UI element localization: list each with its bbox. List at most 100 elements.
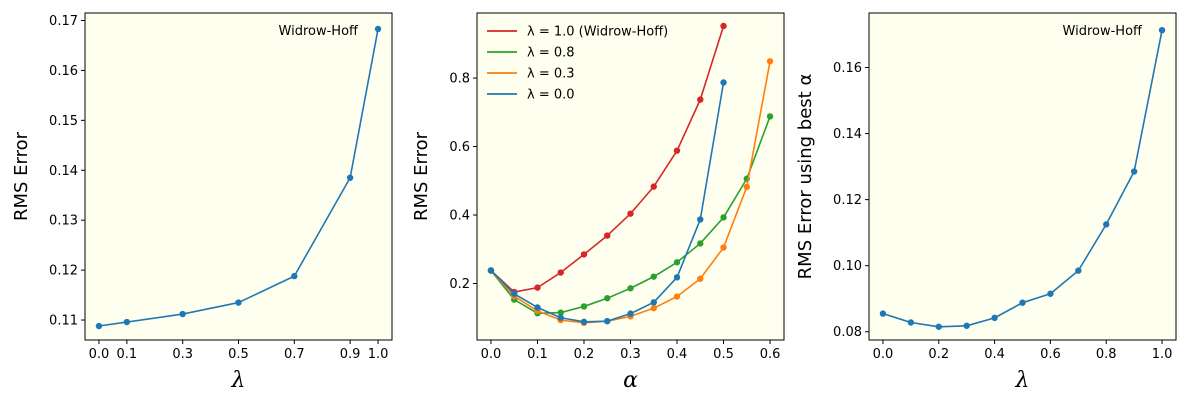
x-tick-label: 0.0 (873, 347, 894, 362)
data-point (1103, 221, 1110, 228)
y-tick-label: 0.2 (449, 277, 470, 292)
x-tick-label: 1.0 (1152, 347, 1173, 362)
x-tick-label: 0.6 (1040, 347, 1061, 362)
data-point (235, 299, 242, 306)
data-point (123, 318, 131, 326)
y-axis-label: RMS Error (411, 131, 432, 221)
data-point (697, 96, 704, 103)
data-point (673, 293, 681, 300)
x-tick-label: 0.3 (172, 347, 193, 362)
data-point (907, 319, 915, 326)
data-point (991, 314, 998, 322)
legend-label: λ = 0.8 (527, 46, 575, 61)
data-point (627, 210, 634, 217)
y-tick-label: 0.6 (449, 140, 470, 155)
data-point (1075, 267, 1082, 274)
x-tick-label: 0.7 (284, 347, 305, 362)
y-tick-label: 0.16 (49, 64, 78, 79)
x-tick-label: 0.0 (89, 347, 110, 362)
data-point (291, 272, 298, 280)
data-point (627, 285, 634, 292)
x-axis-label: λ (231, 368, 246, 393)
data-point (673, 274, 681, 281)
legend-label: λ = 0.3 (527, 67, 575, 82)
data-point (720, 214, 727, 221)
x-tick-label: 0.1 (527, 347, 548, 362)
data-point (1047, 290, 1054, 297)
data-point (511, 290, 518, 297)
x-tick-label: 0.6 (760, 347, 781, 362)
y-tick-label: 0.08 (833, 325, 862, 340)
data-point (935, 323, 942, 330)
data-point (673, 147, 681, 154)
plot-area (868, 12, 1177, 341)
data-point (557, 314, 564, 321)
legend-label: λ = 1.0 (Widrow-Hoff) (527, 25, 668, 40)
x-tick-label: 0.0 (481, 347, 502, 362)
data-point (720, 22, 727, 30)
y-tick-label: 0.12 (833, 193, 862, 208)
data-point (534, 304, 541, 311)
data-point (604, 295, 611, 302)
data-point (766, 58, 774, 65)
data-point (1158, 26, 1166, 34)
data-point (697, 216, 704, 223)
legend-label: λ = 0.0 (527, 88, 575, 103)
data-point (697, 240, 704, 247)
data-point (1019, 299, 1026, 306)
data-point (179, 310, 186, 318)
x-tick-label: 1.0 (368, 347, 389, 362)
y-tick-label: 0.17 (49, 14, 78, 29)
subplot-2: 0.0 0.1 0.2 0.3 0.4 0.5 0.6 0.2 0.4 0.6 0.8 α RMS Er… (411, 12, 785, 393)
data-point (95, 322, 103, 330)
y-axis-label: RMS Error using best α (795, 74, 816, 280)
data-point (557, 309, 564, 316)
x-tick-label: 0.4 (667, 347, 688, 362)
data-point (627, 310, 634, 317)
x-tick-label: 0.4 (984, 347, 1005, 362)
data-point (697, 275, 704, 282)
data-point (580, 318, 588, 326)
x-tick-label: 0.5 (228, 347, 249, 362)
subplot-3: 0.0 0.2 0.4 0.6 0.8 1.0 0.08 0.10 0.12 0.14 0.16 λ R… (795, 12, 1177, 393)
x-tick-label: 0.2 (574, 347, 595, 362)
y-tick-label: 0.14 (49, 164, 78, 179)
data-point (766, 113, 774, 120)
y-tick-label: 0.14 (833, 127, 862, 142)
y-tick-label: 0.8 (449, 72, 470, 87)
x-tick-label: 0.2 (928, 347, 949, 362)
data-point (557, 269, 564, 276)
x-tick-label: 0.1 (117, 347, 138, 362)
legend: λ = 1.0 (Widrow-Hoff) λ = 0.8 λ = 0.3 λ = 0… (487, 25, 668, 103)
x-tick-label: 0.3 (620, 347, 641, 362)
annotation-text: Widrow-Hoff (1063, 24, 1143, 39)
data-point (879, 310, 887, 317)
data-point (487, 267, 495, 274)
data-point (580, 303, 588, 310)
data-point (963, 322, 970, 329)
subplot-1: 0.0 0.1 0.3 0.5 0.7 0.9 1.0 0.11 0.12 0.13 0.14 0.1… (11, 12, 393, 393)
data-point (650, 183, 657, 190)
y-tick-label: 0.11 (49, 314, 78, 329)
data-point (743, 183, 750, 191)
y-tick-label: 0.12 (49, 264, 78, 279)
x-tick-label: 0.8 (1096, 347, 1117, 362)
y-tick-label: 0.15 (49, 114, 78, 129)
x-axis-label: α (623, 368, 638, 393)
data-point (650, 273, 657, 280)
y-axis-label: RMS Error (11, 131, 32, 221)
data-point (346, 174, 354, 181)
data-point (673, 259, 681, 266)
data-point (720, 79, 727, 86)
data-point (534, 284, 541, 291)
data-point (720, 244, 727, 251)
y-tick-label: 0.13 (49, 214, 78, 229)
data-point (604, 317, 611, 325)
x-tick-label: 0.5 (713, 347, 734, 362)
data-point (604, 232, 611, 239)
data-point (1130, 168, 1138, 175)
x-axis-label: λ (1015, 368, 1030, 393)
data-point (580, 251, 588, 258)
y-tick-label: 0.16 (833, 61, 862, 76)
